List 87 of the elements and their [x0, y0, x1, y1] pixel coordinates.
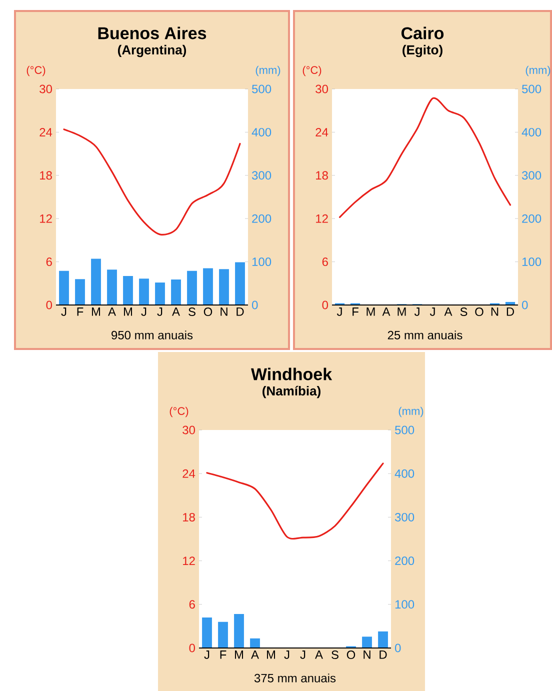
x-tick-label: O — [475, 308, 484, 316]
y-tick-label: 30 — [182, 426, 196, 434]
y-tick-label: 24 — [316, 128, 328, 136]
y-axis-title: (°C) — [26, 66, 46, 76]
y-tick-label: 12 — [183, 556, 195, 565]
y2-tick-label: 100 — [395, 600, 414, 609]
y2-tick-label: 0 — [522, 300, 528, 310]
text: 950 mm anuais — [112, 330, 193, 340]
y2-tick-label: 0 — [395, 644, 401, 652]
x-tick-label: F — [352, 308, 358, 316]
y-tick-label: 30 — [40, 84, 52, 94]
y-tick-label: 12 — [40, 214, 52, 223]
y2-tick-label: 200 — [522, 214, 542, 223]
text: 375 mm anuais — [254, 674, 336, 682]
y2-axis-title: (mm) — [526, 66, 550, 76]
chart-subtitle: (Egito) — [402, 44, 442, 58]
chart-subtitle: (Namíbia) — [262, 386, 320, 398]
x-tick-label: M — [266, 650, 276, 659]
y2-axis-title: (mm) — [256, 66, 280, 76]
x-tick-label: D — [506, 308, 514, 316]
y2-axis-title: (mm) — [398, 406, 424, 418]
y2-tick-label: 500 — [395, 426, 414, 434]
y-tick-label: 24 — [182, 469, 196, 478]
x-tick-label: J — [61, 308, 66, 316]
y2-tick-label: 300 — [252, 171, 272, 180]
y2-tick-label: 300 — [394, 512, 414, 522]
y2-tick-label: 200 — [395, 556, 414, 566]
y2-tick-label: 500 — [252, 84, 272, 94]
y-tick-label: 18 — [40, 171, 52, 180]
x-tick-label: J — [430, 308, 435, 316]
y2-tick-label: 0 — [252, 300, 258, 310]
x-tick-label: J — [157, 308, 162, 316]
x-tick-label: M — [234, 650, 244, 659]
y-axis-title: (°C) — [302, 66, 322, 76]
x-tick-label: J — [141, 308, 146, 316]
y2-tick-label: 100 — [252, 258, 272, 266]
x-tick-label: A — [444, 308, 452, 316]
x-tick-label: A — [315, 650, 323, 659]
y-tick-label: 12 — [316, 214, 328, 223]
x-tick-label: A — [251, 650, 259, 659]
x-tick-label: J — [300, 650, 306, 659]
x-tick-label: O — [346, 650, 356, 660]
y-tick-label: 6 — [189, 600, 195, 609]
chart-title: Cairo — [401, 26, 444, 40]
x-tick-label: J — [204, 650, 210, 659]
y-tick-label: 6 — [322, 258, 328, 266]
y-tick-label: 18 — [183, 512, 195, 522]
x-tick-label: S — [188, 308, 196, 316]
x-tick-label: A — [172, 308, 180, 316]
x-tick-label: M — [366, 308, 375, 316]
x-tick-label: F — [77, 308, 84, 316]
x-tick-label: D — [236, 308, 244, 316]
x-tick-label: J — [284, 650, 290, 659]
text: 25 mm anuais — [388, 330, 462, 340]
x-tick-label: M — [398, 308, 406, 316]
y2-tick-label: 400 — [394, 469, 414, 478]
x-tick-label: N — [364, 650, 370, 659]
y-tick-label: 0 — [189, 644, 196, 652]
x-tick-label: F — [220, 650, 226, 659]
y2-tick-label: 500 — [522, 84, 542, 94]
x-tick-label: A — [382, 308, 390, 316]
y2-tick-label: 200 — [252, 214, 272, 223]
y2-tick-label: 400 — [522, 128, 542, 136]
y-tick-label: 0 — [322, 300, 328, 310]
chart-title: Windhoek — [250, 368, 332, 380]
y-tick-label: 6 — [46, 258, 52, 266]
y-tick-label: 24 — [40, 128, 52, 136]
chart-title: Buenos Aires — [98, 26, 206, 40]
y-tick-label: 0 — [46, 300, 52, 310]
x-tick-label: J — [414, 308, 420, 316]
x-tick-label: S — [460, 308, 468, 316]
x-tick-label: A — [108, 308, 116, 316]
x-tick-label: N — [491, 308, 498, 316]
y2-tick-label: 300 — [522, 171, 542, 180]
x-tick-label: D — [380, 650, 387, 659]
y-tick-label: 30 — [316, 84, 328, 94]
y-axis-title: (°C) — [170, 406, 188, 418]
y-tick-label: 18 — [316, 171, 328, 180]
y2-tick-label: 100 — [522, 258, 542, 266]
x-tick-label: S — [332, 650, 338, 660]
x-tick-label: N — [220, 308, 228, 316]
x-tick-label: M — [92, 308, 100, 316]
x-tick-label: O — [204, 308, 212, 316]
chart-subtitle: (Argentina) — [118, 44, 186, 58]
y2-tick-label: 400 — [252, 128, 272, 136]
x-tick-label: M — [124, 308, 132, 316]
x-tick-label: J — [336, 308, 342, 316]
